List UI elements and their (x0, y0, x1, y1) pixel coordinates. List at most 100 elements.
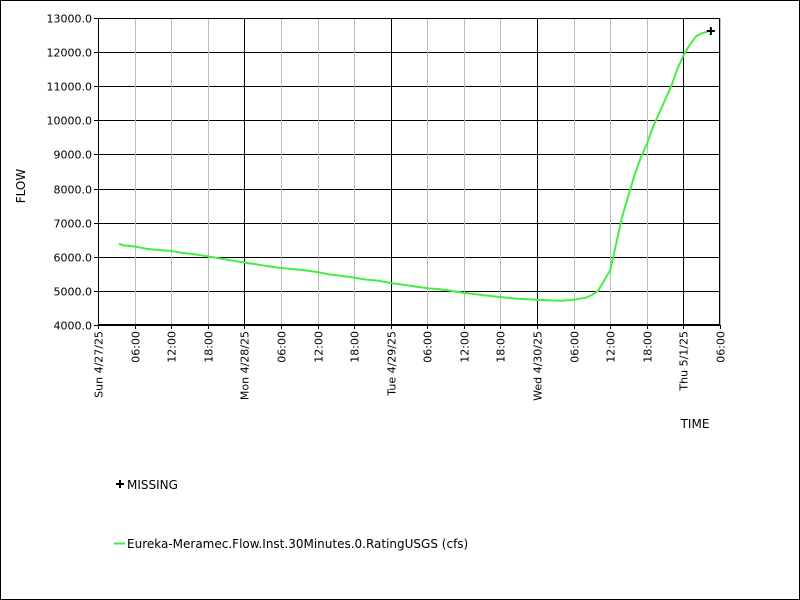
y-tick-label: 12000.0 (47, 47, 93, 60)
data-point (591, 294, 593, 296)
data-point (609, 269, 612, 272)
data-point (572, 298, 575, 301)
data-point (158, 249, 160, 251)
x-tick-label: 18:00 (349, 331, 362, 363)
x-tick-label: 12:00 (166, 331, 179, 363)
data-point (182, 252, 185, 254)
data-point (402, 283, 404, 286)
data-point (475, 293, 477, 296)
data-point (341, 275, 343, 277)
data-point (365, 278, 368, 281)
data-point (676, 68, 679, 71)
data-point (700, 32, 703, 35)
missing-markers (706, 26, 715, 35)
data-point (438, 288, 441, 291)
data-point (353, 276, 355, 279)
data-point (231, 259, 234, 262)
missing-plus-icon (116, 480, 124, 488)
legend-series: Eureka-Meramec.Flow.Inst.30Minutes.0.Rat… (114, 537, 468, 551)
x-tick-label: Sun 4/27/25 (93, 331, 106, 398)
data-point (194, 253, 197, 256)
plot-border (98, 18, 720, 325)
y-tick-label: 8000.0 (54, 184, 93, 197)
y-tick-label: 10000.0 (47, 115, 93, 128)
data-point (633, 174, 636, 176)
data-point (118, 242, 121, 245)
data-point (664, 99, 666, 101)
data-point (682, 54, 685, 57)
data-point (316, 271, 319, 273)
missing-marker (706, 26, 715, 35)
x-tick-label: Thu 5/1/25 (678, 331, 691, 392)
data-point (560, 299, 563, 302)
x-tick-label: Wed 4/30/25 (532, 331, 545, 401)
data-point (243, 261, 246, 264)
x-tick-label: 06:00 (422, 331, 435, 363)
y-tick-label: 5000.0 (54, 286, 93, 299)
series-line (118, 30, 709, 302)
data-point (615, 242, 618, 245)
legend-missing-label: MISSING (127, 478, 178, 492)
data-point (426, 287, 429, 290)
data-point (280, 267, 282, 269)
data-point (645, 143, 648, 146)
data-point (145, 248, 148, 250)
x-tick-label: 06:00 (569, 331, 582, 363)
x-tick-label: Tue 4/29/25 (386, 331, 399, 397)
data-point (206, 255, 209, 258)
data-point (499, 296, 502, 298)
plot-area (98, 18, 720, 325)
data-point (670, 85, 673, 88)
series-layer (118, 30, 709, 302)
data-point (688, 44, 691, 47)
data-point (639, 157, 642, 159)
data-point (219, 257, 221, 260)
x-tick-label: 18:00 (203, 331, 216, 363)
data-point (377, 279, 380, 282)
data-point (121, 244, 124, 247)
data-point (584, 296, 587, 299)
data-point (658, 112, 660, 115)
legend-missing: MISSING (116, 478, 178, 492)
data-point (548, 299, 551, 302)
data-point (450, 290, 453, 292)
x-tick-label: 06:00 (130, 331, 143, 363)
data-point (524, 298, 526, 300)
data-point (414, 285, 416, 288)
legend-series-label: Eureka-Meramec.Flow.Inst.30Minutes.0.Rat… (127, 537, 468, 551)
x-tick-label: 06:00 (715, 331, 728, 363)
y-tick-label: 4000.0 (54, 320, 93, 333)
data-point (511, 297, 514, 300)
x-tick-label: 06:00 (276, 331, 289, 363)
data-point (652, 126, 654, 129)
x-tick-label: 18:00 (495, 331, 508, 363)
y-axis-ticks: 4000.0 5000.0 6000.0 7000.0 8000.0 9000.0 1000… (47, 13, 98, 333)
data-point (536, 298, 538, 301)
data-point (463, 292, 465, 294)
x-tick-label: 18:00 (642, 331, 655, 363)
x-tick-label: 12:00 (313, 331, 326, 363)
data-point (328, 273, 331, 276)
data-point (304, 269, 307, 272)
data-point (255, 263, 258, 266)
y-tick-label: 9000.0 (54, 149, 93, 162)
data-point (487, 294, 490, 297)
x-tick-label: 12:00 (459, 331, 472, 363)
y-tick-label: 13000.0 (47, 13, 93, 26)
data-point (603, 279, 605, 282)
data-point (170, 250, 173, 252)
data-point (267, 265, 270, 268)
y-tick-label: 7000.0 (54, 218, 93, 231)
x-axis-ticks: Sun 4/27/25 06:00 12:00 18:00 Mon 4/28/25 06:… (93, 325, 728, 401)
x-tick-label: Mon 4/28/25 (239, 331, 252, 400)
data-point (597, 290, 599, 292)
data-point (694, 35, 697, 38)
y-tick-label: 11000.0 (47, 81, 93, 94)
x-tick-label: 12:00 (605, 331, 618, 363)
data-point (621, 214, 624, 217)
x-axis-title: TIME (680, 417, 710, 431)
y-tick-label: 6000.0 (54, 252, 93, 265)
data-point (627, 194, 630, 197)
data-point (292, 268, 294, 270)
